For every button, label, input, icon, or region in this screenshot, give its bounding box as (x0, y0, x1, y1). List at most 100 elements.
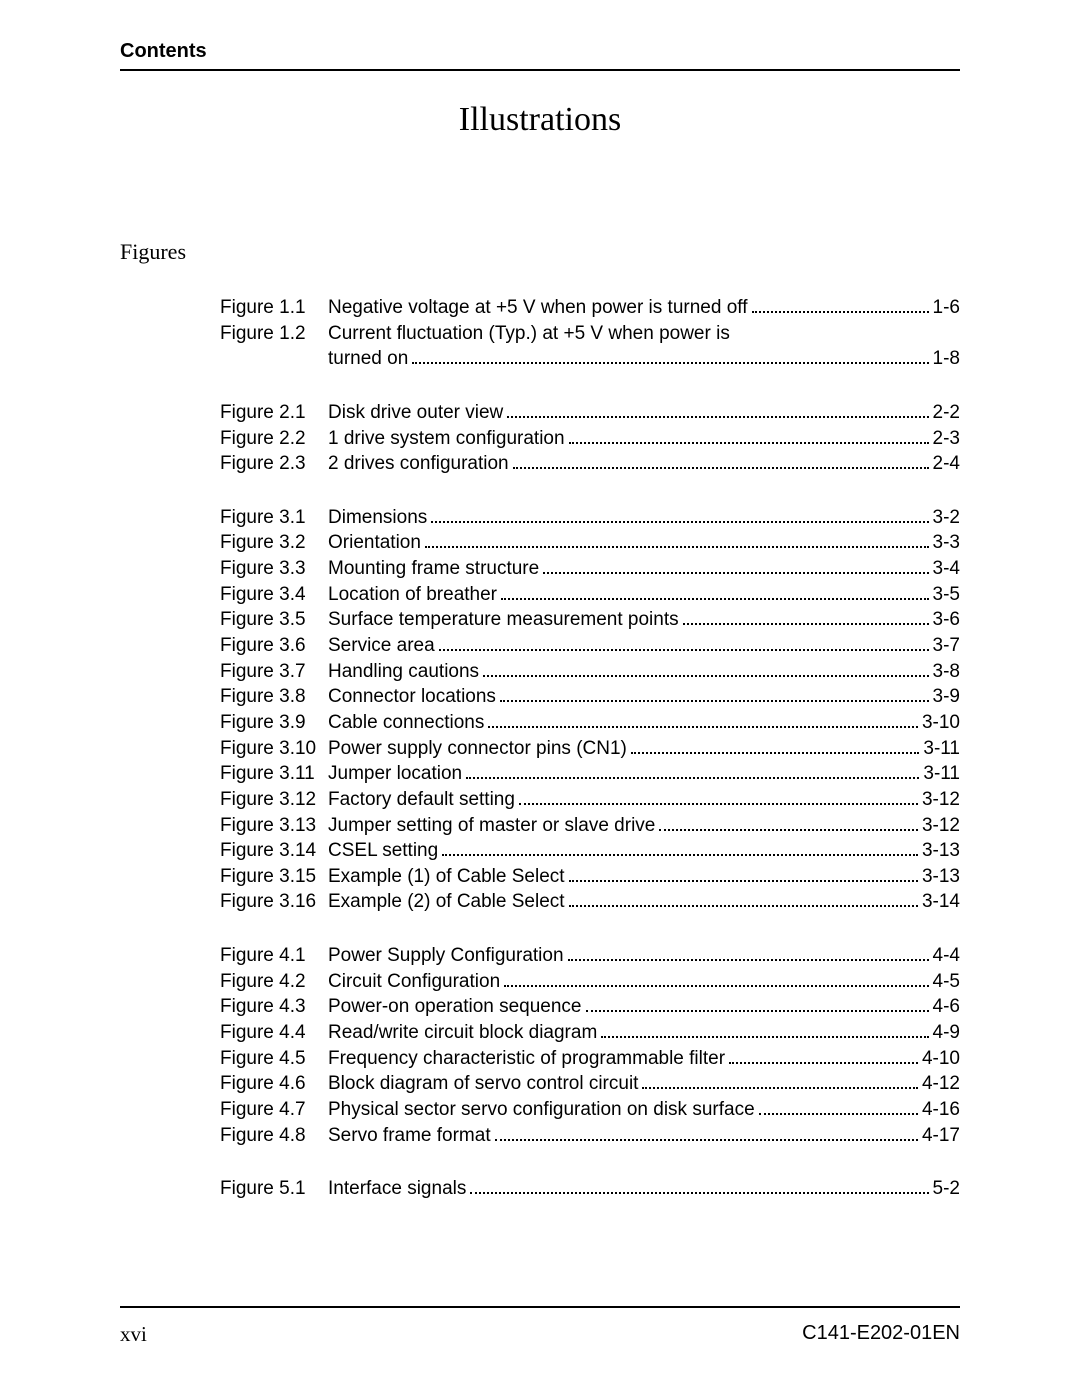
page: Contents Illustrations Figures Figure 1.… (0, 0, 1080, 1397)
figure-label: Figure 3.8 (220, 684, 328, 710)
leader-dots (729, 1062, 918, 1064)
figure-label: Figure 4.2 (220, 969, 328, 995)
figure-title: Servo frame format (328, 1123, 491, 1149)
figure-title: Read/write circuit block diagram (328, 1020, 597, 1046)
figure-label: Figure 4.4 (220, 1020, 328, 1046)
figure-title: Dimensions (328, 505, 427, 531)
figure-title: Cable connections (328, 710, 484, 736)
leader-dots (470, 1192, 928, 1194)
figure-label: Figure 1.1 (220, 295, 328, 321)
figure-label: Figure 3.16 (220, 889, 328, 915)
figure-entry: Figure 4.5Frequency characteristic of pr… (220, 1046, 960, 1072)
figure-page: 3-11 (923, 761, 960, 787)
figure-title: Connector locations (328, 684, 496, 710)
figure-page: 3-3 (933, 530, 960, 556)
figure-page: 4-10 (922, 1046, 960, 1072)
figure-label: Figure 4.5 (220, 1046, 328, 1072)
figure-title: Negative voltage at +5 V when power is t… (328, 295, 748, 321)
figure-entry: Figure 3.12Factory default setting3-12 (220, 787, 960, 813)
figure-entry: Figure 3.5Surface temperature measuremen… (220, 607, 960, 633)
figure-entry: Figure 3.14CSEL setting3-13 (220, 838, 960, 864)
figure-title: CSEL setting (328, 838, 438, 864)
figure-title: Power Supply Configuration (328, 943, 564, 969)
figure-title: Physical sector servo configuration on d… (328, 1097, 755, 1123)
leader-dots (439, 649, 929, 651)
figure-group: Figure 3.1Dimensions3-2Figure 3.2Orienta… (220, 505, 960, 915)
figure-page: 1-6 (933, 295, 960, 321)
figure-page: 3-8 (933, 659, 960, 685)
figure-page: 3-5 (933, 582, 960, 608)
footer-page-number: xvi (120, 1322, 147, 1347)
figure-page: 4-16 (922, 1097, 960, 1123)
figure-label: Figure 4.3 (220, 994, 328, 1020)
leader-dots (759, 1113, 918, 1115)
figure-group: Figure 4.1Power Supply Configuration4-4F… (220, 943, 960, 1148)
figure-label: Figure 1.2 (220, 321, 328, 347)
figure-label: Figure 4.1 (220, 943, 328, 969)
leader-dots (504, 985, 928, 987)
leader-dots (568, 959, 929, 961)
figure-page: 2-2 (933, 400, 960, 426)
figure-title: Example (2) of Cable Select (328, 889, 565, 915)
figure-entry-continuation: Figure 1.2turned on1-8 (220, 346, 960, 372)
leader-dots (483, 675, 928, 677)
figure-entry: Figure 4.2Circuit Configuration4-5 (220, 969, 960, 995)
leader-dots (586, 1010, 929, 1012)
figure-page: 3-6 (933, 607, 960, 633)
figure-page: 3-10 (922, 710, 960, 736)
leader-dots (569, 442, 929, 444)
figure-entry: Figure 3.6Service area3-7 (220, 633, 960, 659)
figure-page: 4-6 (933, 994, 960, 1020)
figure-title-continuation: turned on (328, 346, 408, 372)
figure-page: 4-17 (922, 1123, 960, 1149)
leader-dots (412, 362, 928, 364)
figure-entry: Figure 3.7Handling cautions3-8 (220, 659, 960, 685)
leader-dots (495, 1139, 918, 1141)
leader-dots (500, 700, 929, 702)
figure-label: Figure 3.6 (220, 633, 328, 659)
figure-title: 1 drive system configuration (328, 426, 565, 452)
figure-entry: Figure 5.1Interface signals5-2 (220, 1176, 960, 1202)
figure-group: Figure 5.1Interface signals5-2 (220, 1176, 960, 1202)
figure-title: Surface temperature measurement points (328, 607, 679, 633)
figure-label: Figure 3.9 (220, 710, 328, 736)
figure-entry: Figure 4.8Servo frame format4-17 (220, 1123, 960, 1149)
figure-entry: Figure 1.2Current fluctuation (Typ.) at … (220, 321, 960, 347)
figure-page: 4-12 (922, 1071, 960, 1097)
figure-title: Factory default setting (328, 787, 515, 813)
figure-title: Disk drive outer view (328, 400, 503, 426)
figure-label: Figure 3.12 (220, 787, 328, 813)
figure-title: 2 drives configuration (328, 451, 509, 477)
figure-entry: Figure 3.9Cable connections 3-10 (220, 710, 960, 736)
figure-label: Figure 3.11 (220, 761, 328, 787)
figure-label: Figure 2.1 (220, 400, 328, 426)
figure-title: Current fluctuation (Typ.) at +5 V when … (328, 321, 730, 347)
figure-page: 3-12 (922, 813, 960, 839)
figure-title: Power supply connector pins (CN1) (328, 736, 627, 762)
figure-label: Figure 3.3 (220, 556, 328, 582)
figure-entry: Figure 4.1Power Supply Configuration4-4 (220, 943, 960, 969)
figure-entry: Figure 2.21 drive system configuration2-… (220, 426, 960, 452)
leader-dots (631, 752, 920, 754)
figure-label: Figure 3.13 (220, 813, 328, 839)
figure-entry: Figure 4.4Read/write circuit block diagr… (220, 1020, 960, 1046)
leader-dots (507, 416, 928, 418)
leader-dots (569, 905, 918, 907)
leader-dots (431, 521, 928, 523)
figure-label: Figure 4.7 (220, 1097, 328, 1123)
figure-title: Location of breather (328, 582, 497, 608)
figure-page: 3-13 (922, 864, 960, 890)
figure-title: Orientation (328, 530, 421, 556)
leader-dots (425, 546, 929, 548)
figure-entry: Figure 4.3Power-on operation sequence4-6 (220, 994, 960, 1020)
figure-page: 2-4 (933, 451, 960, 477)
leader-dots (601, 1036, 928, 1038)
leader-dots (569, 880, 918, 882)
figure-page: 3-7 (933, 633, 960, 659)
leader-dots (513, 467, 929, 469)
figure-label: Figure 3.5 (220, 607, 328, 633)
footer: xvi C141-E202-01EN (120, 1306, 960, 1347)
figure-entry: Figure 3.4Location of breather3-5 (220, 582, 960, 608)
figure-page: 4-9 (933, 1020, 960, 1046)
figure-title: Circuit Configuration (328, 969, 500, 995)
